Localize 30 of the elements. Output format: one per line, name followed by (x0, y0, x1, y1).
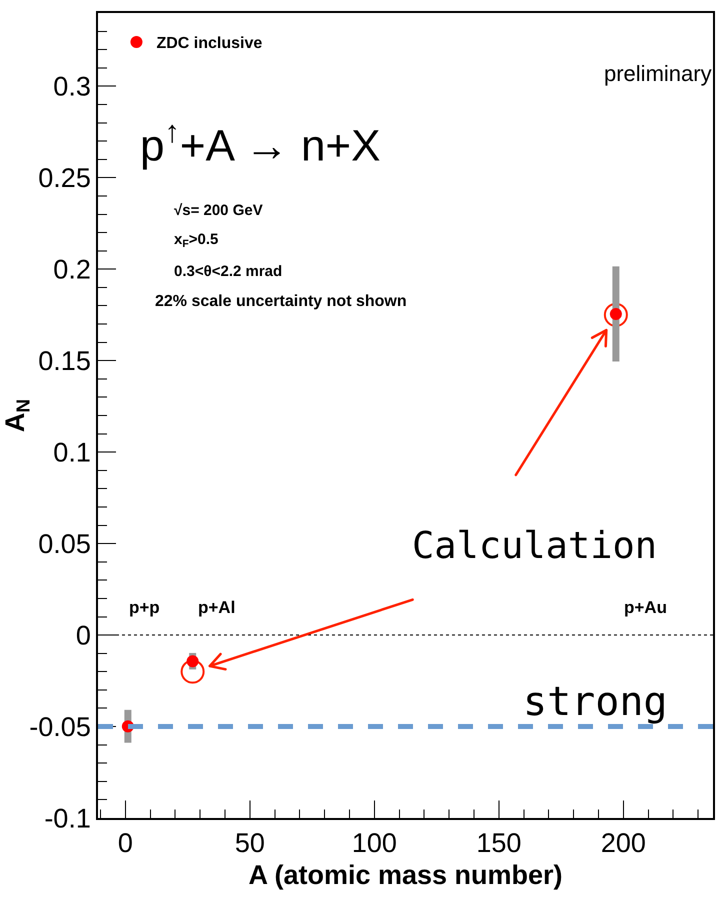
y-tick-label: -0.05 (29, 712, 91, 742)
annotation: 0.3<θ<2.2 mrad (174, 263, 282, 280)
annotation: p$^{↑}$+A → n+X (140, 114, 380, 170)
x-tick-label: 100 (352, 828, 397, 858)
y-tick-label: 0.25 (38, 163, 91, 194)
x-axis-title: A (atomic mass number) (248, 860, 563, 890)
y-tick-label: 0.3 (53, 72, 91, 102)
annotation: 22% scale uncertainty not shown (155, 293, 407, 310)
y-tick-label: 0 (76, 620, 91, 650)
text: Calculation (412, 524, 658, 567)
x-tick-label: 200 (600, 828, 646, 858)
annotation: p+Au (624, 598, 667, 617)
x-tick-label: 150 (476, 828, 522, 858)
y-tick-label: 0.05 (38, 529, 91, 560)
point (186, 655, 199, 668)
annotation: p+Al (198, 598, 236, 617)
annotation: preliminary (604, 61, 712, 86)
annotation: p+p (129, 598, 160, 617)
point (180, 660, 205, 684)
ref-line-label: strong (523, 679, 668, 725)
annotation: √s= 200 GeV (174, 202, 263, 219)
y-tick-label: 0.1 (53, 438, 91, 468)
x-tick-label: 0 (118, 828, 133, 858)
x-tick-label: 50 (234, 828, 265, 858)
y-tick-label: -0.1 (44, 803, 91, 834)
y-tick-label: 0.2 (53, 254, 91, 285)
annotation: x$_{F}$>0.5 (174, 231, 218, 250)
point (604, 302, 628, 327)
y-tick-label: 0.15 (38, 346, 91, 376)
legend-label: ZDC inclusive (156, 35, 262, 52)
